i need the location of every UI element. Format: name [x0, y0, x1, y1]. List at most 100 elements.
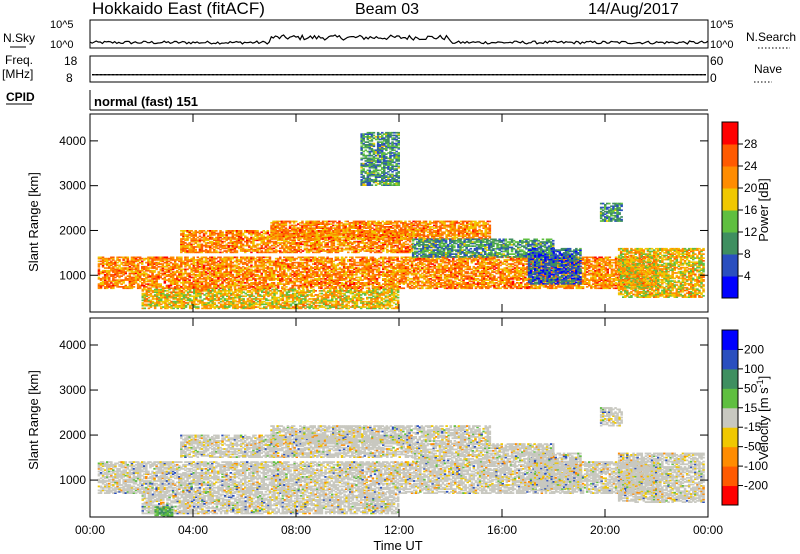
heatmap-cell: [188, 279, 191, 281]
heatmap-cell: [206, 263, 210, 265]
heatmap-cell: [520, 271, 523, 273]
heatmap-cell: [188, 260, 191, 263]
heatmap-cell: [598, 268, 601, 271]
heatmap-cell: [274, 263, 278, 265]
heatmap-cell: [239, 257, 243, 260]
heatmap-cell: [466, 283, 469, 285]
heatmap-cell: [194, 283, 197, 285]
heatmap-cell: [260, 284, 263, 287]
heatmap-cell: [427, 271, 430, 273]
heatmap-cell: [600, 265, 603, 268]
heatmap-cell: [367, 287, 371, 290]
heatmap-cell: [244, 278, 247, 280]
heatmap-cell: [402, 260, 406, 263]
heatmap-cell: [392, 261, 395, 264]
noise-series-line: [89, 33, 709, 45]
heatmap-cell: [120, 283, 123, 285]
heatmap-cell: [466, 261, 469, 264]
heatmap-cell: [369, 257, 373, 260]
heatmap-cell: [106, 273, 109, 276]
heatmap-cell: [577, 280, 581, 283]
heatmap-cell: [355, 286, 358, 288]
heatmap-cell: [149, 284, 152, 287]
heatmap-cell: [423, 276, 426, 279]
heatmap-cell: [260, 287, 263, 290]
heatmap-cell: [427, 257, 430, 260]
heatmap-cell: [248, 279, 251, 281]
heatmap-cell: [598, 271, 601, 273]
heatmap-cell: [155, 273, 158, 276]
heatmap-cell: [97, 283, 101, 285]
heatmap-cell: [194, 267, 197, 269]
heatmap-cell: [478, 264, 482, 267]
heatmap-cell: [225, 284, 228, 287]
heatmap-cell: [324, 272, 327, 275]
heatmap-cell: [347, 273, 350, 276]
heatmap-cell: [351, 260, 354, 263]
heatmap-cell: [557, 286, 560, 288]
heatmap-cell: [118, 276, 121, 279]
heatmap-cell: [367, 282, 371, 284]
heatmap-cell: [499, 283, 502, 285]
heatmap-cell: [184, 264, 187, 267]
heatmap-cell: [340, 263, 344, 265]
heatmap-cell: [491, 282, 494, 284]
heatmap-cell: [351, 269, 354, 272]
heatmap-cell: [485, 275, 488, 277]
heatmap-cell: [377, 284, 381, 287]
heatmap-cell: [415, 286, 418, 288]
heatmap-cell: [470, 259, 474, 261]
heatmap-cell: [478, 273, 482, 276]
heatmap-cell: [585, 282, 589, 284]
heatmap-cell: [557, 261, 560, 264]
heatmap-cell: [143, 257, 146, 260]
heatmap-cell: [464, 263, 467, 265]
heatmap-cell: [303, 268, 307, 271]
heatmap-cell: [287, 280, 290, 283]
heatmap-cell: [180, 269, 183, 272]
heatmap-cell: [392, 256, 395, 259]
heatmap-cell: [147, 279, 150, 281]
heatmap-cell: [476, 280, 480, 283]
heatmap-cell: [606, 284, 609, 287]
heatmap-cell: [470, 286, 474, 288]
heatmap-cell: [493, 275, 496, 277]
heatmap-cell: [260, 279, 263, 281]
heatmap-cell: [417, 272, 420, 275]
heatmap-cell: [235, 264, 239, 267]
heatmap-cell: [435, 282, 439, 284]
heatmap-cell: [114, 263, 117, 265]
heatmap-cell: [598, 263, 601, 265]
heatmap-cell: [303, 279, 307, 281]
heatmap-cell: [585, 267, 589, 269]
heatmap-cell: [567, 286, 570, 288]
heatmap-cell: [361, 260, 364, 263]
heatmap-cell: [322, 256, 325, 259]
heatmap-cell: [161, 260, 165, 263]
heatmap-cell: [180, 257, 183, 260]
heatmap-cell: [406, 284, 410, 287]
heatmap-cell: [293, 264, 296, 267]
heatmap-cell: [316, 280, 319, 283]
heatmap-cell: [462, 257, 465, 260]
heatmap-cell: [196, 260, 200, 263]
heatmap-cell: [499, 276, 502, 279]
heatmap-cell: [505, 276, 509, 279]
beam-label: Beam 03: [355, 1, 419, 18]
heatmap-cell: [540, 263, 544, 265]
heatmap-cell: [594, 273, 597, 276]
heatmap-cell: [602, 257, 605, 260]
heatmap-cell: [412, 268, 416, 271]
heatmap-cell: [445, 273, 449, 276]
heatmap-cell: [351, 272, 354, 275]
heatmap-cell: [305, 278, 309, 280]
heatmap-cell: [155, 263, 158, 265]
heatmap-cell: [344, 272, 348, 275]
heatmap-cell: [497, 284, 500, 287]
heatmap-cell: [314, 268, 317, 271]
heatmap-cell: [138, 271, 142, 273]
heatmap-cell: [410, 261, 414, 264]
heatmap-cell: [188, 273, 191, 276]
heatmap-cell: [128, 269, 132, 272]
heatmap-cell: [192, 259, 195, 261]
